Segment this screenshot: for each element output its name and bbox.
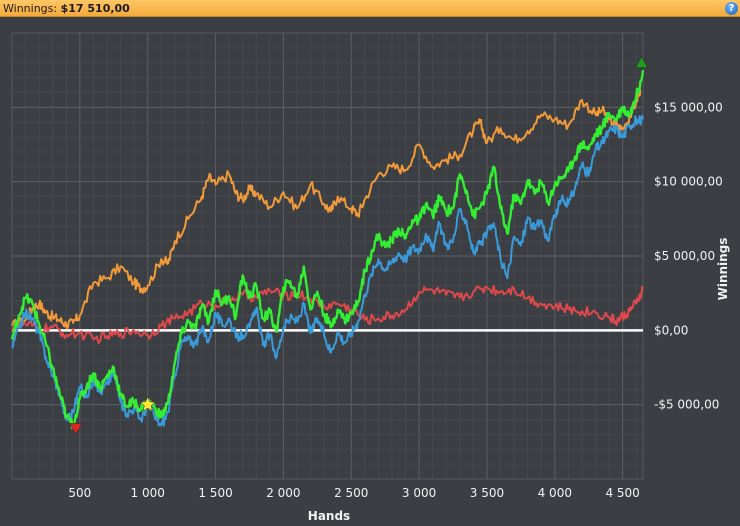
winnings-header: Winnings: $17 510,00 ? [0,0,740,17]
y-axis-ticks: $15 000,00 $10 000,00 $5 000,00 $0,00 -$5 00… [654,100,723,411]
x-tick-label: 3 500 [470,486,504,500]
x-axis-title: Hands [308,509,350,523]
y-axis-title: Winnings [716,238,730,301]
x-tick-label: 4 000 [538,486,572,500]
series-line-1 [11,88,642,330]
y-tick-label: -$5 000,00 [654,398,719,412]
x-tick-label: 500 [68,486,91,500]
markers [69,56,649,436]
series-line-2 [11,284,644,345]
marker-star [139,396,156,412]
winnings-chart: 500 1 000 1 500 2 000 2 500 3 000 3 500 4 000 4 … [10,32,730,523]
x-axis-ticks: 500 1 000 1 500 2 000 2 500 3 000 3 500 4 000 4 … [68,486,639,500]
series-lines [10,70,645,430]
y-tick-label: $15 000,00 [654,100,723,114]
x-tick-label: 1 500 [198,486,232,500]
x-tick-label: 2 000 [266,486,300,500]
x-tick-label: 1 000 [131,486,165,500]
winnings-label: Winnings: [3,2,58,15]
y-tick-label: $5 000,00 [654,249,715,263]
marker-triangle-up [635,56,649,68]
x-tick-label: 4 500 [605,486,639,500]
marker-triangle-down [69,423,83,436]
y-tick-label: $10 000,00 [654,175,723,189]
x-tick-label: 2 500 [334,486,368,500]
winnings-value: $17 510,00 [60,2,130,15]
x-tick-label: 3 000 [402,486,436,500]
grid [11,32,644,480]
y-tick-label: $0,00 [654,323,688,337]
help-icon[interactable]: ? [725,2,738,15]
series-line-4 [10,70,645,430]
